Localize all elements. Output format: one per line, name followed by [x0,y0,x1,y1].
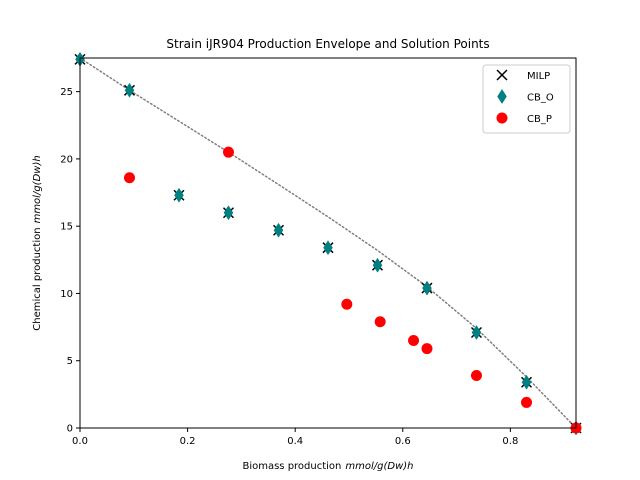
x-tick-label: 0.6 [395,436,411,447]
cb-o-point [223,205,234,221]
y-tick-label: 0 [67,424,73,435]
envelope-layer [79,57,577,429]
cb-p-point [374,316,386,328]
chart-title: Strain iJR904 Production Envelope and So… [166,37,489,51]
x-axis: 0.0 0.2 0.4 0.6 0.8 [72,428,518,447]
x-axis-label-text: Biomass production [242,461,341,472]
y-axis: 0 5 10 15 20 25 [60,87,80,435]
y-tick-label: 10 [60,289,73,300]
legend-marker-cb-p [496,112,508,124]
y-tick-label: 20 [60,154,73,165]
cb-o-point [273,222,284,238]
x-tick-label: 0.2 [180,436,196,447]
cb-o-point [372,257,383,273]
cb-o-point [174,187,184,203]
cb-o-point [471,325,482,340]
cb-p-point [421,343,433,355]
x-axis-label-unit: mmol/g(Dw)h [345,461,413,472]
x-tick-label: 0.0 [72,436,88,447]
y-tick-label: 5 [67,356,73,367]
legend-marker-cb-o [497,89,507,104]
cb-p-point [123,172,135,184]
legend-label-cb-o: CB_O [527,93,554,104]
y-axis-label-text: Chemical production [32,227,43,330]
cb-p-point [222,146,234,158]
x-axis-label: Biomass production mmol/g(Dw)h [242,461,413,472]
cb-o-point [422,280,432,296]
y-tick-label: 25 [60,87,73,98]
plot-frame [79,57,577,429]
x-tick-label: 0.4 [287,436,303,447]
y-axis-label-unit: mmol/g(Dw)h [32,155,43,223]
cb-o-point [521,374,532,390]
x-tick-label: 0.8 [502,436,518,447]
production-envelope-line [79,57,577,429]
cb-p-point [408,335,420,347]
cb-p-point [521,396,533,408]
legend-marker-milp [496,69,508,81]
y-axis-label: Chemical production mmol/g(Dw)h [32,155,43,330]
cb-p-point [341,298,353,310]
legend-label-milp: MILP [527,71,550,82]
cb-o-point [124,82,135,98]
legend: MILP CB_O CB_P [482,64,571,134]
y-tick-label: 15 [60,222,73,233]
legend-label-cb-p: CB_P [527,114,552,125]
cb-o-point [323,240,333,256]
cb-p-point [470,370,482,382]
